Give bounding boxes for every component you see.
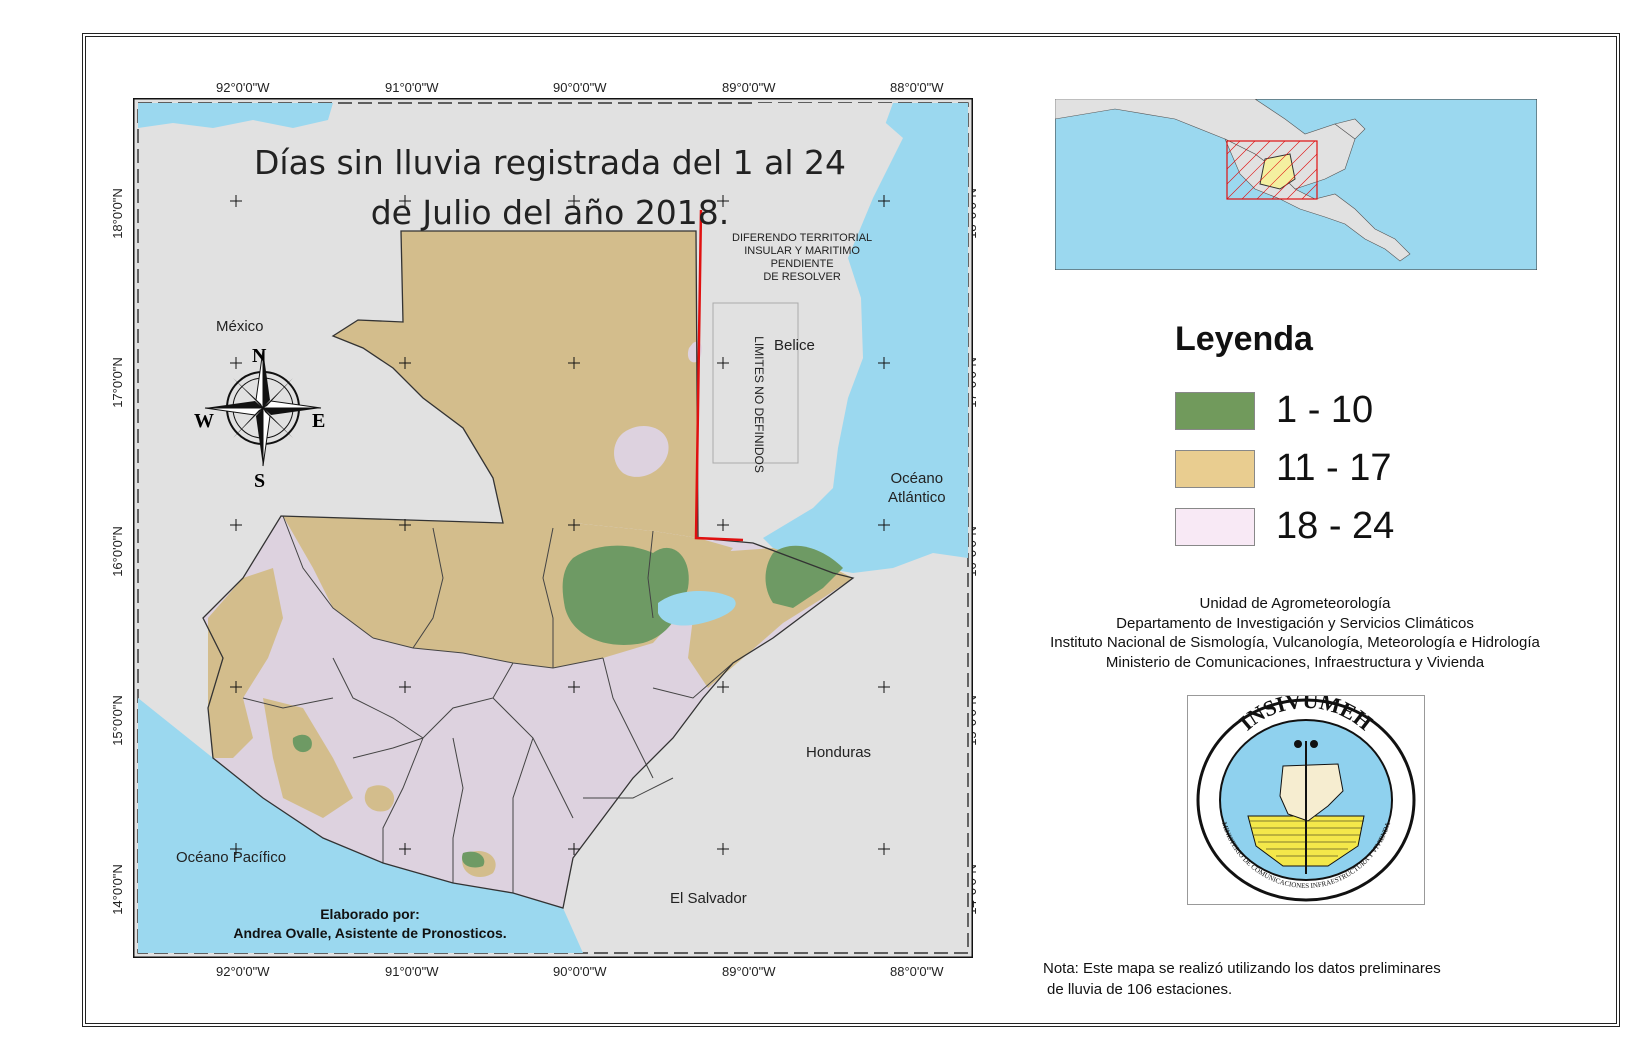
pacific-water (138, 698, 583, 953)
credit: Elaborado por: Andrea Ovalle, Asistente … (233, 906, 507, 941)
wet-zone-southwest (292, 734, 312, 753)
peten-dry-patch (614, 425, 669, 477)
outer-frame-inner (85, 36, 1617, 1024)
note-line2: de lluvia de 106 estaciones. (1047, 981, 1233, 998)
coord-left-17n: 17°0'0"N (109, 357, 125, 408)
inset-map (1055, 99, 1537, 270)
outer-frame (82, 33, 1620, 1027)
legend-label-11-17: 11 - 17 (1276, 447, 1392, 489)
institution-line: Departamento de Investigación y Servicio… (1116, 614, 1474, 632)
coord-bottom-88w: 88°0'0"W (890, 964, 944, 979)
coord-top-91w: 91°0'0"W (385, 80, 439, 95)
main-map (133, 98, 973, 958)
coord-top-89w: 89°0'0"W (722, 80, 776, 95)
label-belice: Belice (774, 337, 815, 354)
lake-izabal (658, 591, 736, 626)
institution-line: Unidad de Agrometeorología (1199, 595, 1391, 612)
coord-top-88w: 88°0'0"W (890, 80, 944, 95)
compass-s: S (254, 470, 266, 492)
coord-bottom-92w: 92°0'0"W (216, 964, 270, 979)
coord-left-14n: 14°0'0"N (109, 864, 125, 915)
region-west-mid (208, 568, 283, 758)
department-borders (242, 515, 734, 893)
legend-swatch-11-17 (1175, 450, 1255, 488)
coord-left-15n: 15°0'0"N (109, 695, 125, 746)
legend-swatch-1-10 (1175, 392, 1255, 430)
grid-crosses (230, 195, 890, 855)
legend-swatch-18-24 (1175, 508, 1255, 546)
region-peten (333, 231, 698, 538)
label-limites-no-definidos: LIMITES NO DEFINIDOS (751, 336, 766, 473)
label-honduras: Honduras (806, 744, 872, 761)
legend-label-1-10: 1 - 10 (1276, 389, 1374, 431)
insivumeh-logo: INSIVUMEH MINISTERIO DE COMUNICACIONES I… (1187, 688, 1425, 905)
compass-e: E (312, 410, 326, 432)
disputed-border (694, 209, 744, 542)
coord-bottom-89w: 89°0'0"W (722, 964, 776, 979)
map-title-line2: de Julio del año 2018. (370, 193, 730, 232)
coord-left-16n: 16°0'0"N (109, 526, 125, 577)
note: Nota: Este mapa se realizó utilizando lo… (1043, 958, 1563, 1000)
label-diferendo: DIFERENDO TERRITORIAL INSULAR Y MARITIMO… (732, 232, 873, 283)
wet-zone-small (653, 547, 689, 607)
wet-zone-izabal (765, 545, 843, 608)
institution-line: Ministerio de Comunicaciones, Infraestru… (1105, 653, 1485, 671)
institution-block: Unidad de Agrometeorología Departamento … (1005, 594, 1585, 672)
caribbean-water (763, 103, 968, 573)
label-oceano-pacifico: Océano Pacífico (176, 849, 287, 866)
wet-zone-coast (462, 851, 485, 868)
map-title: Días sin lluvia registrada del 1 al 24 d… (190, 138, 910, 238)
note-line1: Nota: Este mapa se realizó utilizando lo… (1043, 960, 1441, 977)
coord-top-90w: 90°0'0"W (553, 80, 607, 95)
label-el-salvador: El Salvador (670, 890, 747, 907)
label-mexico: México (216, 318, 264, 335)
guatemala-outline (202, 230, 855, 909)
legend-title: Leyenda (1175, 320, 1313, 358)
legend-label-18-24: 18 - 24 (1276, 505, 1395, 547)
region-southwest-mid (263, 698, 353, 818)
institution-line: Instituto Nacional de Sismología, Vulcan… (1050, 634, 1540, 651)
coord-bottom-90w: 90°0'0"W (553, 964, 607, 979)
compass-rose (204, 349, 322, 467)
gulf-mexico-water (138, 103, 333, 128)
wet-zone-alta-verapaz (562, 545, 682, 645)
region-mid-patch (364, 785, 395, 812)
coord-bottom-91w: 91°0'0"W (385, 964, 439, 979)
coord-top-92w: 92°0'0"W (216, 80, 270, 95)
logo-seal: INSIVUMEH MINISTERIO DE COMUNICACIONES I… (1196, 688, 1416, 902)
label-oceano-atlantico: Océano Atlántico (888, 470, 946, 506)
compass-n: N (252, 345, 267, 367)
coord-left-18n: 18°0'0"N (109, 188, 125, 239)
belize-yucatan-land (698, 103, 893, 538)
map-title-line1: Días sin lluvia registrada del 1 al 24 (253, 143, 847, 182)
belize-box (712, 302, 799, 464)
compass-w: W (194, 410, 214, 432)
